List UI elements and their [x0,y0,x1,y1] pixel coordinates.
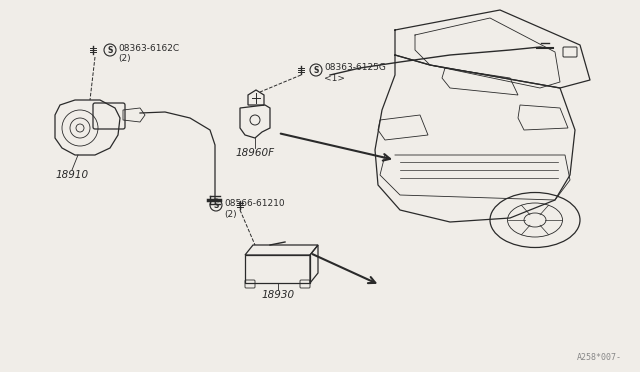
Text: (2): (2) [118,54,131,62]
Text: (2): (2) [224,209,237,218]
Text: 18910: 18910 [56,170,88,180]
Text: 08363-6125G: 08363-6125G [324,62,386,71]
Text: S: S [314,65,319,74]
Text: 08566-61210: 08566-61210 [224,199,285,208]
Text: A258*007-: A258*007- [577,353,622,362]
Text: S: S [108,45,113,55]
Text: <1>: <1> [324,74,345,83]
Text: 08363-6162C: 08363-6162C [118,44,179,52]
Text: 18930: 18930 [261,290,294,300]
Text: S: S [213,201,219,209]
Text: 18960F: 18960F [236,148,275,158]
